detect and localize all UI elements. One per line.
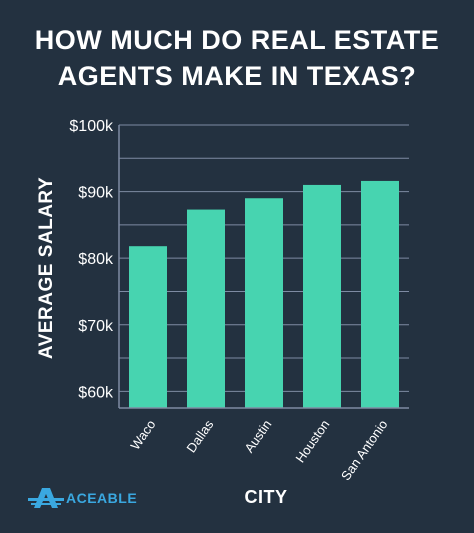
y-tick-label: $100k xyxy=(69,118,114,135)
x-tick-label: Waco xyxy=(127,417,158,452)
aceable-logo-icon xyxy=(28,488,64,508)
axes xyxy=(118,125,409,409)
x-axis-label: CITY xyxy=(244,487,287,507)
y-tick-label: $80k xyxy=(78,251,114,268)
bar-waco xyxy=(129,246,167,408)
y-tick-label: $90k xyxy=(78,185,114,202)
title-line-1: HOW MUCH DO REAL ESTATE xyxy=(34,25,440,55)
x-tick-label: San Antonio xyxy=(338,417,391,483)
x-tick-label: Dallas xyxy=(183,417,216,456)
bar-austin xyxy=(245,198,283,408)
bar-dallas xyxy=(187,209,225,408)
x-tick-label: Austin xyxy=(241,417,274,455)
brand-logo: ACEABLE xyxy=(28,484,137,512)
y-tick-label: $70k xyxy=(78,318,114,335)
bars xyxy=(129,180,399,408)
bar-san-antonio xyxy=(361,180,399,408)
chart-title: HOW MUCH DO REAL ESTATE AGENTS MAKE IN T… xyxy=(0,22,474,94)
x-tick-labels: Waco Dallas Austin Houston San Antonio xyxy=(127,417,390,483)
y-tick-label: $60k xyxy=(78,384,114,401)
bar-houston xyxy=(303,184,341,408)
y-axis-label: AVERAGE SALARY xyxy=(36,177,57,359)
brand-name: ACEABLE xyxy=(66,490,138,506)
y-tick-labels: $60k $70k $80k $90k $100k xyxy=(69,118,114,401)
title-line-2: AGENTS MAKE IN TEXAS? xyxy=(57,61,417,91)
x-tick-label: Houston xyxy=(292,417,332,465)
